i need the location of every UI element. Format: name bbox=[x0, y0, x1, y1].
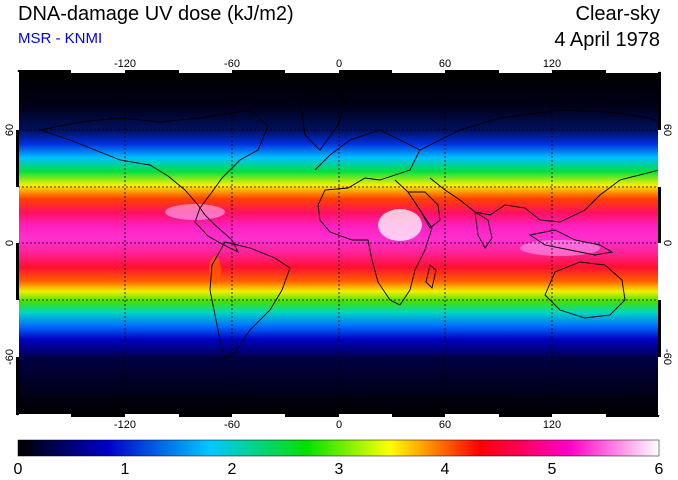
colorbar-tick-label: 6 bbox=[655, 461, 664, 478]
colorbar-tick-label: 4 bbox=[441, 461, 450, 478]
colorbar-tick-label: 1 bbox=[121, 461, 130, 478]
lon-label: -120 bbox=[114, 58, 136, 70]
colorbar-tick-label: 2 bbox=[228, 461, 237, 478]
lon-label: 60 bbox=[439, 58, 451, 70]
lon-label: 0 bbox=[336, 419, 342, 431]
gridlines bbox=[18, 72, 659, 415]
lon-label: -60 bbox=[224, 419, 240, 431]
lon-labels-bottom: -120 -60 0 60 120 bbox=[114, 419, 561, 431]
lon-label: -120 bbox=[114, 419, 136, 431]
colorbar-tick-label: 3 bbox=[335, 461, 344, 478]
map-frame bbox=[16, 70, 661, 417]
lon-label: -60 bbox=[224, 58, 240, 70]
lon-labels-top: -120 -60 0 60 120 bbox=[114, 58, 561, 70]
colorbar-tick-label: 5 bbox=[548, 461, 557, 478]
date-label: 4 April 1978 bbox=[554, 29, 660, 51]
lon-label: 120 bbox=[543, 58, 561, 70]
lon-label: 0 bbox=[336, 58, 342, 70]
lat-label: -60 bbox=[661, 349, 673, 365]
condition-label: Clear-sky bbox=[575, 3, 660, 25]
lat-label: -60 bbox=[4, 349, 16, 365]
colorbar-gradient bbox=[17, 439, 660, 457]
chart-title: DNA-damage UV dose (kJ/m2) bbox=[18, 3, 294, 25]
colorbar-tick-label: 0 bbox=[14, 461, 23, 478]
lat-labels-right: 60 0 -60 bbox=[661, 124, 673, 365]
lat-label: 60 bbox=[4, 124, 16, 136]
lat-label: 0 bbox=[4, 240, 16, 246]
source-label: MSR - KNMI bbox=[18, 30, 103, 47]
colorbar: 0 1 2 3 4 5 6 bbox=[14, 439, 664, 478]
lon-label: 120 bbox=[543, 419, 561, 431]
lat-labels-left: 60 0 -60 bbox=[4, 124, 16, 365]
lon-label: 60 bbox=[439, 419, 451, 431]
lat-label: 0 bbox=[661, 240, 673, 246]
lat-label: 60 bbox=[661, 124, 673, 136]
